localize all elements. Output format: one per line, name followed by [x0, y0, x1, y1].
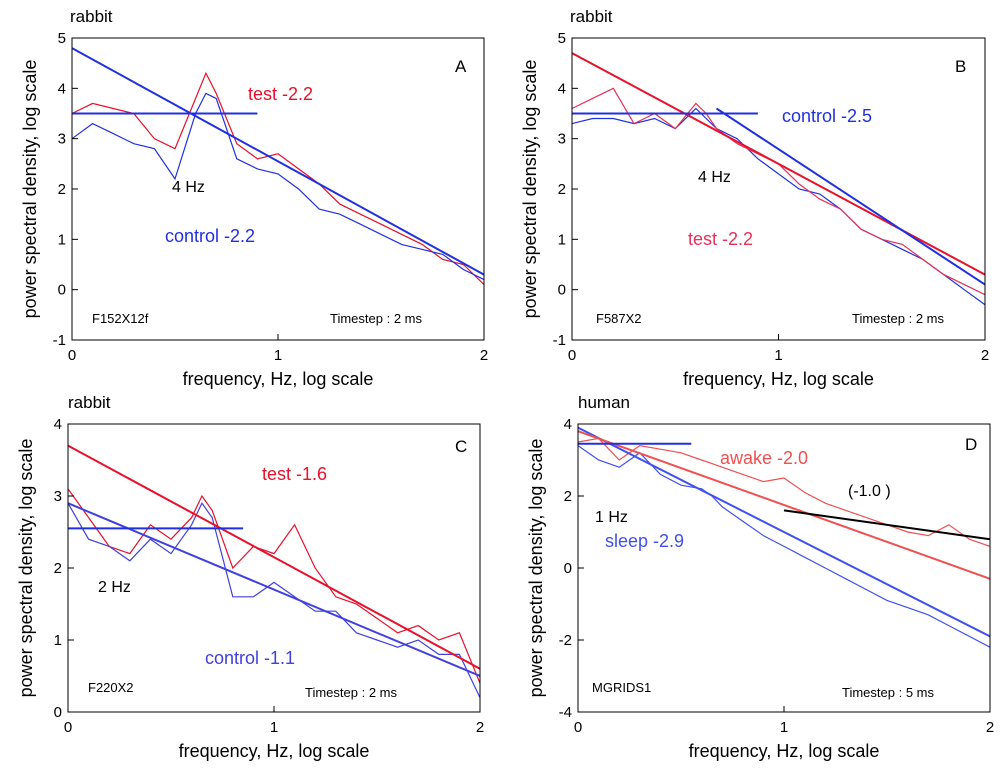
x-tick-label: 2: [480, 347, 488, 364]
y-axis-label: power spectral density, log scale: [526, 439, 546, 698]
y-tick-label: 0: [54, 704, 62, 721]
plot-frame: [571, 37, 986, 341]
annotation: Timestep : 2 ms: [852, 311, 944, 326]
fit-line: [68, 444, 480, 670]
x-axis-label: frequency, Hz, log scale: [179, 741, 370, 761]
y-tick-label: 0: [558, 282, 566, 299]
y-tick-label: 2: [558, 181, 566, 198]
series-label: sleep -2.9: [605, 531, 684, 551]
series-label: test -2.2: [248, 84, 313, 104]
annotation: 4 Hz: [698, 169, 731, 186]
annotation: F152X12f: [92, 311, 149, 326]
annotation: 2 Hz: [98, 579, 131, 596]
panel-letter: D: [965, 435, 977, 454]
y-tick-label: 3: [58, 131, 66, 148]
x-tick-label: 0: [64, 719, 72, 736]
y-tick-label: -1: [553, 332, 566, 349]
panel-title: human: [578, 393, 630, 412]
y-tick-label: 3: [54, 488, 62, 505]
y-tick-label: 2: [54, 560, 62, 577]
panel-letter: C: [455, 437, 467, 456]
annotation: 1 Hz: [595, 509, 628, 526]
series-label: test -2.2: [688, 229, 753, 249]
fit-line: [783, 509, 990, 541]
x-axis-label: frequency, Hz, log scale: [689, 741, 880, 761]
y-tick-label: -4: [559, 704, 572, 721]
annotation: 4 Hz: [172, 179, 205, 196]
annotation: MGRIDS1: [592, 680, 651, 695]
y-axis-label: power spectral density, log scale: [20, 60, 40, 319]
y-tick-label: 4: [558, 80, 566, 97]
y-tick-label: 1: [54, 632, 62, 649]
fit-line: [578, 426, 990, 638]
panel-letter: A: [455, 57, 467, 76]
y-tick-label: 5: [558, 30, 566, 47]
y-tick-label: 2: [564, 488, 572, 505]
x-tick-label: 0: [574, 719, 582, 736]
annotation: (-1.0 ): [848, 483, 891, 500]
x-tick-label: 2: [981, 347, 989, 364]
x-tick-label: 1: [780, 719, 788, 736]
y-tick-label: 1: [558, 231, 566, 248]
y-tick-label: 2: [58, 181, 66, 198]
fit-line: [72, 47, 484, 276]
x-tick-label: 1: [774, 347, 782, 364]
spectrum-line: [572, 107, 985, 306]
panel-letter: B: [955, 57, 966, 76]
y-axis-label: power spectral density, log scale: [16, 439, 36, 698]
series-label: test -1.6: [262, 464, 327, 484]
spectrum-line: [72, 92, 484, 281]
fit-line: [578, 430, 990, 580]
series-label: control -2.2: [165, 226, 255, 246]
annotation: F220X2: [88, 680, 134, 695]
series-label: control -2.5: [782, 106, 872, 126]
x-tick-label: 1: [274, 347, 282, 364]
y-tick-label: 0: [564, 560, 572, 577]
x-axis-label: frequency, Hz, log scale: [683, 369, 874, 389]
panel-title: rabbit: [68, 393, 111, 412]
annotation: Timestep : 5 ms: [842, 685, 934, 700]
fit-line: [68, 502, 480, 677]
series-label: awake -2.0: [720, 448, 808, 468]
y-tick-label: -1: [53, 332, 66, 349]
fit-line: [715, 107, 985, 286]
x-tick-label: 2: [986, 719, 994, 736]
y-tick-label: 3: [558, 131, 566, 148]
x-tick-label: 0: [68, 347, 76, 364]
series-label: control -1.1: [205, 648, 295, 668]
annotation: F587X2: [596, 311, 642, 326]
spectrum-line: [72, 71, 484, 286]
x-tick-label: 0: [568, 347, 576, 364]
x-axis-label: frequency, Hz, log scale: [183, 369, 374, 389]
annotation: Timestep : 2 ms: [305, 685, 397, 700]
x-tick-label: 1: [270, 719, 278, 736]
y-axis-label: power spectral density, log scale: [520, 60, 540, 319]
y-tick-label: 1: [58, 231, 66, 248]
annotation: Timestep : 2 ms: [330, 311, 422, 326]
y-tick-label: -2: [559, 632, 572, 649]
fit-line: [572, 52, 985, 276]
x-tick-label: 2: [476, 719, 484, 736]
y-tick-label: 0: [58, 282, 66, 299]
y-tick-label: 4: [564, 416, 572, 433]
spectrum-line: [572, 87, 985, 296]
panel-title: rabbit: [570, 7, 613, 26]
spectrum-line: [68, 502, 480, 698]
panel-title: rabbit: [70, 7, 113, 26]
y-tick-label: 4: [58, 80, 66, 97]
y-tick-label: 4: [54, 416, 62, 433]
spectrum-line: [578, 437, 990, 547]
y-tick-label: 5: [58, 30, 66, 47]
